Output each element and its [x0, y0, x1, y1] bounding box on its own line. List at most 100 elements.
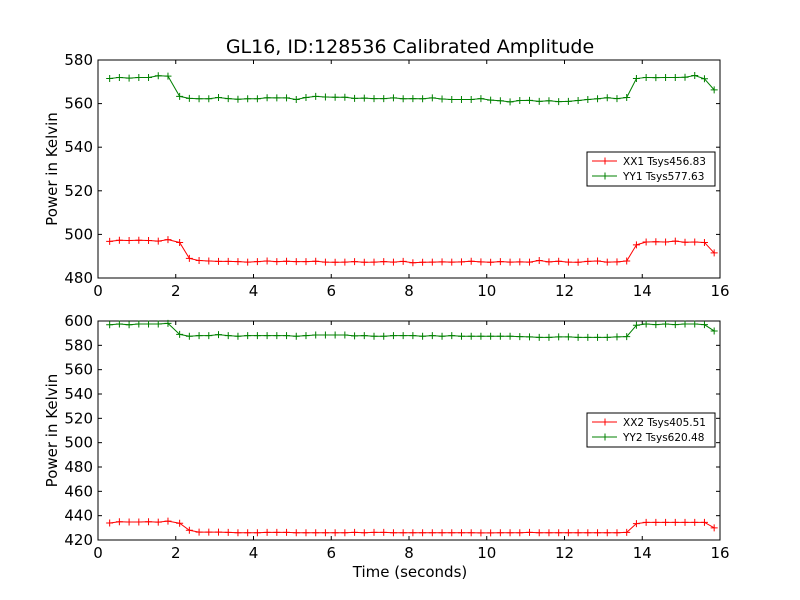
data-point-marker [457, 529, 465, 537]
data-point-marker [545, 333, 553, 341]
data-point-marker [283, 332, 291, 340]
data-point-marker [263, 332, 271, 340]
y-tick-label: 440 [64, 507, 93, 525]
data-point-marker [360, 94, 368, 102]
data-point-marker [594, 333, 602, 341]
data-point-marker [224, 528, 232, 536]
x-axis-label: Time (seconds) [352, 563, 468, 581]
x-tick-label: 16 [710, 544, 729, 562]
data-point-marker [438, 95, 446, 103]
y-tick-label: 520 [64, 182, 93, 200]
data-point-marker [331, 93, 339, 101]
legend-entry-label: XX2 Tsys405.51 [623, 417, 706, 429]
data-point-marker [448, 529, 456, 537]
data-point-marker [244, 95, 252, 103]
data-point-marker [555, 257, 563, 265]
y-axis-label: Power in Kelvin [43, 112, 61, 226]
data-point-marker [652, 74, 660, 82]
data-point-marker [419, 529, 427, 537]
data-point-marker [389, 258, 397, 266]
data-point-marker [399, 95, 407, 103]
data-point-marker [603, 94, 611, 102]
data-point-marker [135, 518, 143, 526]
data-point-marker [263, 257, 271, 265]
y-tick-label: 560 [64, 95, 93, 113]
data-point-marker [215, 257, 223, 265]
x-tick-label: 4 [249, 282, 259, 300]
data-point-marker [351, 258, 359, 266]
data-point-marker [145, 73, 153, 81]
x-tick-label: 14 [633, 282, 652, 300]
x-tick-label: 8 [404, 544, 414, 562]
data-point-marker [457, 258, 465, 266]
data-point-marker [164, 517, 172, 525]
data-point-marker [457, 332, 465, 340]
data-point-marker [154, 518, 162, 526]
data-point-marker [671, 73, 679, 81]
data-point-marker [195, 257, 203, 265]
data-point-marker [409, 259, 417, 267]
data-point-marker [205, 257, 213, 265]
data-point-marker [662, 518, 670, 526]
data-point-marker [331, 529, 339, 537]
data-point-marker [125, 237, 133, 245]
data-point-marker [662, 238, 670, 246]
data-point-marker [321, 331, 329, 339]
data-point-marker [360, 332, 368, 340]
data-point-marker [487, 258, 495, 266]
data-point-marker [115, 236, 123, 244]
data-point-marker [302, 332, 310, 340]
data-point-marker [106, 519, 114, 527]
data-point-marker [632, 321, 640, 329]
data-point-marker [477, 529, 485, 537]
data-point-marker [496, 258, 504, 266]
data-point-marker [487, 96, 495, 104]
data-point-marker [215, 93, 223, 101]
data-point-marker [613, 529, 621, 537]
data-point-marker [535, 257, 543, 265]
data-point-marker [419, 258, 427, 266]
data-point-marker [535, 97, 543, 105]
data-point-marker [351, 528, 359, 536]
data-point-marker [399, 529, 407, 537]
data-point-marker [477, 95, 485, 103]
data-point-marker [681, 238, 689, 246]
data-point-marker [253, 529, 261, 537]
data-point-marker [154, 237, 162, 245]
data-point-marker [145, 237, 153, 245]
legend-marker [601, 157, 609, 165]
data-point-marker [652, 321, 660, 329]
y-tick-label: 540 [64, 138, 93, 156]
data-point-marker [389, 94, 397, 102]
data-point-marker [564, 258, 572, 266]
data-point-marker [409, 529, 417, 537]
data-point-marker [263, 94, 271, 102]
data-point-marker [253, 258, 261, 266]
data-point-marker [125, 74, 133, 82]
data-point-marker [526, 333, 534, 341]
data-point-marker [253, 95, 261, 103]
x-tick-label: 8 [404, 282, 414, 300]
data-point-marker [205, 95, 213, 103]
legend-box [586, 412, 716, 448]
y-tick-label: 540 [64, 385, 93, 403]
data-point-marker [380, 332, 388, 340]
data-point-marker [623, 93, 631, 101]
data-point-marker [535, 333, 543, 341]
data-point-marker [321, 93, 329, 101]
data-point-marker [145, 320, 153, 328]
data-point-marker [691, 518, 699, 526]
x-tick-label: 0 [93, 544, 103, 562]
data-point-marker [516, 333, 524, 341]
x-tick-label: 16 [710, 282, 729, 300]
data-point-marker [312, 529, 320, 537]
data-point-marker [351, 94, 359, 102]
data-point-marker [506, 98, 514, 106]
data-point-marker [535, 529, 543, 537]
data-point-marker [389, 332, 397, 340]
data-point-marker [115, 518, 123, 526]
data-point-marker [603, 258, 611, 266]
data-point-marker [292, 332, 300, 340]
data-point-marker [652, 518, 660, 526]
